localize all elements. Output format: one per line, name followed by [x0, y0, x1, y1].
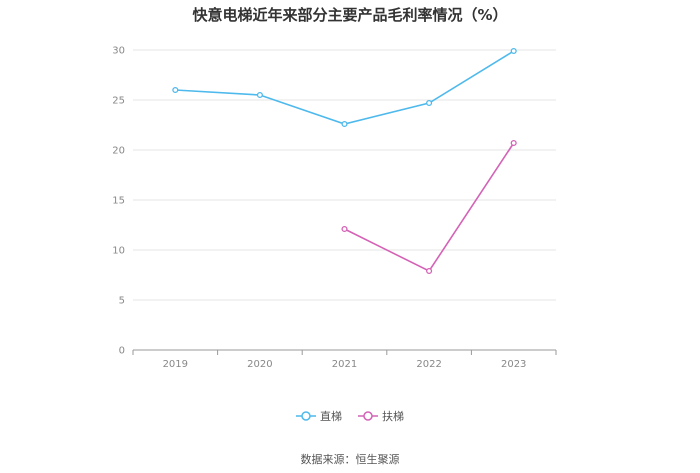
y-tick-label: 30: [112, 46, 125, 57]
data-point[interactable]: [256, 91, 263, 99]
x-tick-label: 2020: [247, 359, 272, 370]
data-point[interactable]: [510, 139, 517, 147]
y-tick-label: 25: [112, 96, 125, 107]
x-tick-label: 2019: [163, 359, 188, 370]
series-line-1: [344, 142, 515, 273]
source-note: 数据来源：恒生聚源: [300, 453, 400, 466]
axes: 0 5 10 15 20 25 30 2019 2020 2021 2022 2023: [112, 46, 557, 370]
series-lines: [172, 47, 517, 275]
x-tick-label: 2021: [332, 359, 357, 370]
y-tick-label: 20: [112, 146, 125, 157]
data-point[interactable]: [341, 225, 348, 233]
chart-title: 快意电梯近年来部分主要产品毛利率情况（%）: [192, 6, 508, 24]
data-point[interactable]: [172, 86, 179, 94]
legend-label: 直梯: [320, 410, 342, 423]
x-tick-label: 2023: [501, 359, 526, 370]
data-point[interactable]: [510, 47, 517, 55]
x-tick-label: 2022: [416, 359, 441, 370]
y-tick-label: 5: [119, 296, 125, 307]
data-point[interactable]: [426, 267, 433, 275]
legend-swatch-icon: [358, 411, 378, 421]
legend-item-1[interactable]: 扶梯: [358, 408, 404, 424]
legend-swatch-icon: [296, 411, 316, 421]
legend-item-0[interactable]: 直梯: [296, 408, 342, 424]
legend-label: 扶梯: [382, 410, 404, 423]
series-line-0: [175, 50, 515, 125]
y-tick-label: 10: [112, 246, 125, 257]
legend: 直梯 扶梯: [0, 408, 700, 424]
grid-lines: [133, 49, 556, 301]
data-point[interactable]: [426, 99, 433, 107]
data-point[interactable]: [341, 120, 348, 128]
y-tick-label: 0: [119, 346, 125, 357]
y-tick-label: 15: [112, 196, 125, 207]
